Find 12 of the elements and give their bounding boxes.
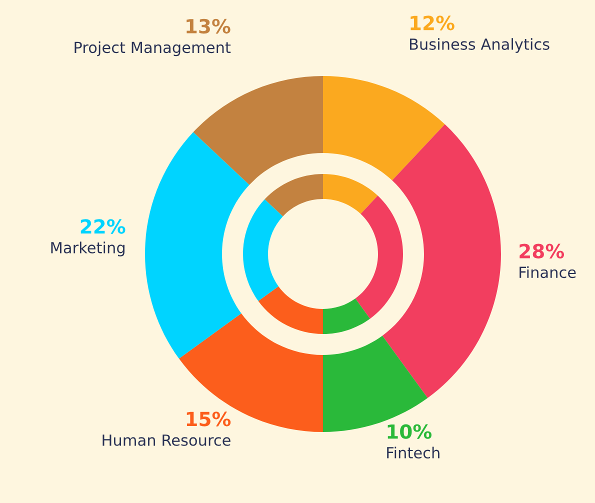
slice-label: Human Resource	[102, 434, 230, 446]
text: 12%	[410, 16, 454, 30]
slice-label: Marketing	[51, 242, 124, 256]
slice-label: Finance	[520, 266, 576, 278]
slice-label: Business Analytics	[410, 38, 550, 53]
text: 10%	[388, 424, 432, 439]
text: 15%	[186, 412, 231, 426]
slice-label: Fintech	[387, 446, 440, 459]
text: 22%	[80, 219, 126, 234]
text: 28%	[520, 244, 564, 259]
slice-label: Project Management	[74, 41, 231, 56]
text: 13%	[186, 18, 230, 34]
